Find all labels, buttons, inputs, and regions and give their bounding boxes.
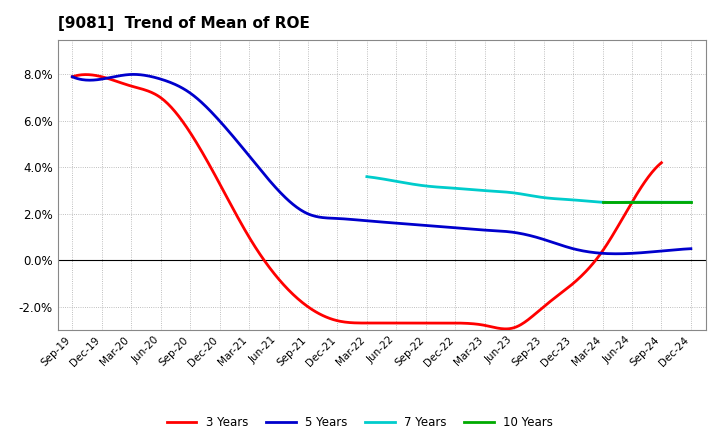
Legend: 3 Years, 5 Years, 7 Years, 10 Years: 3 Years, 5 Years, 7 Years, 10 Years <box>162 412 558 434</box>
5 Years <box>68 74 76 79</box>
10 Years <box>671 200 680 205</box>
5 Years <box>129 72 138 77</box>
3 Years <box>388 320 397 326</box>
3 Years <box>657 160 666 165</box>
3 Years <box>349 320 358 326</box>
3 Years <box>420 320 428 326</box>
Line: 7 Years: 7 Years <box>367 177 691 202</box>
10 Years <box>647 200 655 205</box>
3 Years <box>553 293 562 298</box>
Line: 3 Years: 3 Years <box>72 74 662 329</box>
5 Years <box>687 246 696 251</box>
Line: 5 Years: 5 Years <box>72 74 691 254</box>
3 Years <box>82 72 91 77</box>
10 Years <box>641 200 649 205</box>
7 Years <box>516 191 525 197</box>
7 Years <box>680 200 688 205</box>
10 Years <box>641 200 649 205</box>
5 Years <box>366 219 375 224</box>
7 Years <box>629 200 637 205</box>
10 Years <box>598 200 607 205</box>
7 Years <box>687 200 696 205</box>
5 Years <box>437 224 446 229</box>
5 Years <box>612 251 621 257</box>
5 Years <box>404 221 413 227</box>
5 Years <box>576 248 585 253</box>
7 Years <box>555 196 564 202</box>
7 Years <box>518 191 527 197</box>
10 Years <box>651 200 660 205</box>
10 Years <box>687 200 696 205</box>
7 Years <box>609 200 618 205</box>
7 Years <box>363 174 372 180</box>
7 Years <box>538 195 546 200</box>
Text: [9081]  Trend of Mean of ROE: [9081] Trend of Mean of ROE <box>58 16 310 32</box>
10 Years <box>605 200 613 205</box>
5 Years <box>674 247 683 252</box>
10 Years <box>685 200 693 205</box>
3 Years <box>645 172 654 178</box>
3 Years <box>68 74 76 79</box>
10 Years <box>603 200 611 205</box>
5 Years <box>363 218 372 224</box>
3 Years <box>501 326 510 331</box>
3 Years <box>353 320 361 326</box>
